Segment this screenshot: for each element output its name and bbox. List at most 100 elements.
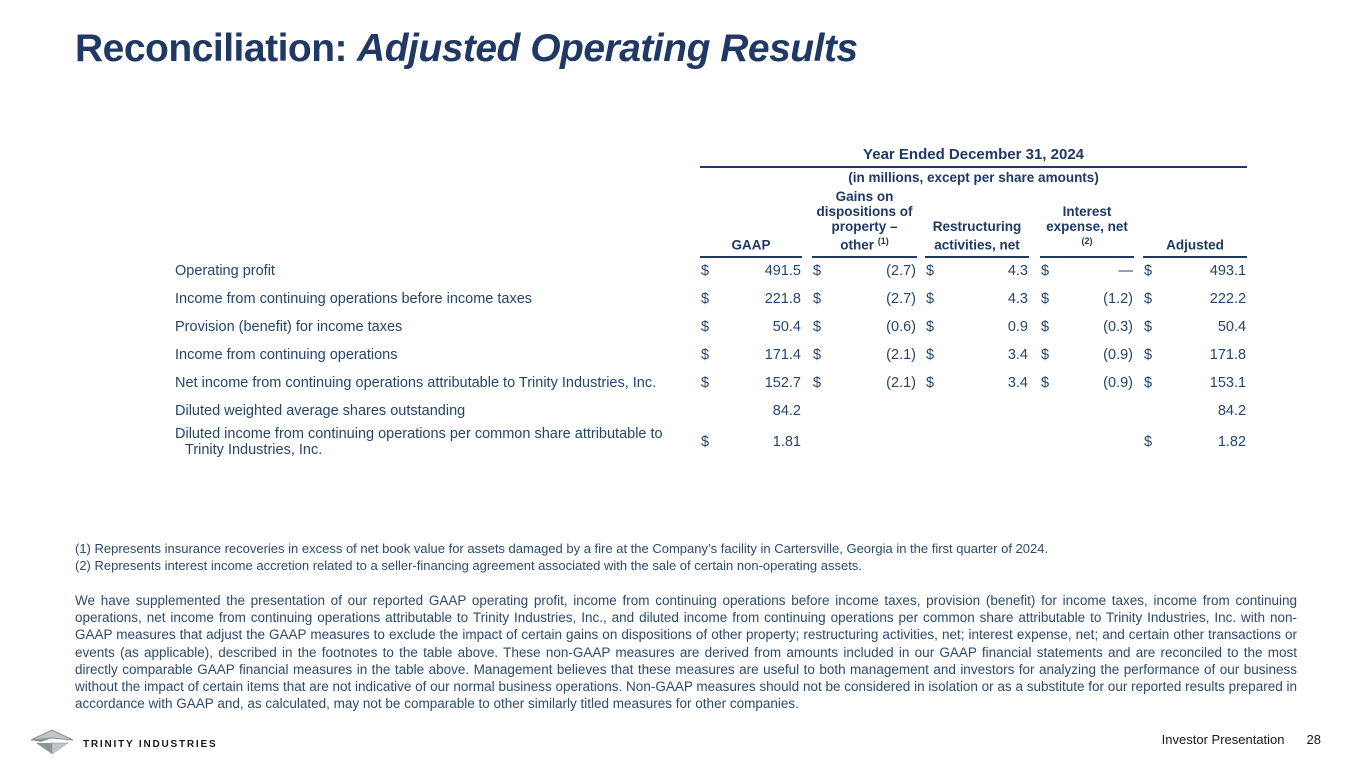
table-row: Diluted weighted average shares outstand… (175, 397, 1247, 425)
cell-currency: $ (1041, 290, 1050, 307)
table-row: Income from continuing operations $171.4 $… (175, 341, 1247, 369)
column-spacer (917, 285, 925, 313)
cell-value: 0.9 (1007, 318, 1028, 335)
cell-currency: $ (1041, 346, 1050, 363)
column-header-gaap: GAAP (700, 188, 802, 258)
cell-value (828, 425, 917, 459)
cell-value: (1.2) (1103, 290, 1133, 307)
non-gaap-disclosure-paragraph: We have supplemented the presentation of… (75, 593, 1297, 712)
column-header-label: GAAP (731, 237, 771, 253)
cell-currency (925, 425, 941, 459)
units-note: (in millions, except per share amounts) (848, 170, 1099, 185)
column-spacer (1029, 313, 1040, 341)
cell-currency (700, 397, 716, 425)
cell-currency: $ (926, 346, 935, 363)
header-spacer (175, 167, 700, 188)
cell-value: (0.6) (886, 318, 916, 335)
trinity-logo-text: TRINITY INDUSTRIES (83, 739, 218, 750)
column-spacer (1029, 397, 1040, 425)
cell-value (941, 425, 1029, 459)
column-spacer (1134, 425, 1143, 459)
cell-currency: $ (813, 263, 822, 279)
cell-value: 3.4 (1007, 374, 1028, 391)
column-header-label: Adjusted (1166, 237, 1224, 253)
page-number: 28 (1306, 732, 1321, 747)
column-spacer (802, 369, 812, 397)
footnote-2: (2) Represents interest income accretion… (75, 558, 862, 573)
cell-currency: $ (1041, 263, 1050, 279)
units-note-row: (in millions, except per share amounts) (175, 167, 1247, 188)
cell-value: (2.1) (886, 346, 916, 363)
cell-currency: $ (701, 290, 710, 307)
cell-value: (0.9) (1103, 374, 1133, 391)
column-spacer (917, 425, 925, 459)
row-label: Diluted income from continuing operation… (175, 425, 663, 458)
title-emphasis: Adjusted Operating Results (357, 27, 858, 70)
column-header-interest: Interest expense, net (2) (1040, 188, 1134, 258)
cell-currency: $ (813, 290, 822, 307)
column-header-gains: Gains on dispositions of property – othe… (812, 188, 917, 258)
cell-value (1056, 425, 1134, 459)
column-header-label: Interest expense, net (1046, 204, 1128, 234)
cell-value: 221.8 (764, 290, 801, 307)
cell-value: (2.1) (886, 374, 916, 391)
cell-value: 171.4 (764, 346, 801, 363)
column-spacer (1029, 369, 1040, 397)
row-label: Provision (benefit) for income taxes (175, 318, 403, 335)
cell-currency: $ (1144, 263, 1153, 279)
column-header-label: Restructuring activities, net (932, 219, 1022, 253)
column-spacer (1134, 285, 1143, 313)
table-row: Provision (benefit) for income taxes $50.… (175, 313, 1247, 341)
cell-value: 1.81 (772, 433, 801, 450)
cell-value: 4.3 (1007, 290, 1028, 307)
cell-value: 493.1 (1209, 263, 1247, 279)
footnote-1: (1) Represents insurance recoveries in e… (75, 541, 1049, 556)
column-spacer (802, 341, 812, 369)
cell-currency (1040, 425, 1056, 459)
column-spacer (917, 257, 925, 285)
footnote-marker: (2) (1081, 236, 1093, 246)
cell-currency: $ (1041, 318, 1050, 335)
cell-currency: $ (701, 374, 710, 391)
cell-currency: $ (926, 318, 935, 335)
column-spacer (1134, 369, 1143, 397)
cell-currency: $ (701, 433, 710, 450)
cell-currency: $ (926, 290, 935, 307)
cell-currency: $ (1144, 433, 1153, 450)
column-spacer (1134, 397, 1143, 425)
cell-currency: $ (701, 346, 710, 363)
table-body: Operating profit $491.5 $ (2.7) $4.3 $ — $493.1… (175, 257, 1247, 459)
column-spacer (802, 285, 812, 313)
cell-value (828, 397, 917, 425)
cell-value: 152.7 (764, 374, 801, 391)
footnote-marker: (1) (877, 236, 889, 246)
cell-currency: $ (813, 346, 822, 363)
cell-currency (1143, 397, 1159, 425)
footer-logo: TRINITY INDUSTRIES (30, 729, 217, 760)
cell-value: 171.8 (1209, 346, 1247, 363)
column-spacer (1134, 188, 1143, 257)
column-spacer (917, 188, 925, 257)
column-spacer (1134, 313, 1143, 341)
cell-currency: $ (926, 263, 935, 279)
column-spacer (917, 313, 925, 341)
cell-currency: $ (1144, 290, 1153, 307)
column-spacer (917, 397, 925, 425)
row-label: Income from continuing operations before… (175, 290, 533, 307)
cell-value: 4.3 (1007, 263, 1028, 279)
cell-value: (0.9) (1103, 346, 1133, 363)
column-spacer (1134, 341, 1143, 369)
cell-value: 222.2 (1209, 290, 1247, 307)
column-header-adjusted: Adjusted (1143, 188, 1248, 258)
column-spacer (802, 257, 812, 285)
column-header-row: GAAP Gains on dispositions of property –… (175, 188, 1248, 258)
column-spacer (1029, 285, 1040, 313)
footer-presentation-label: Investor Presentation (1161, 732, 1285, 747)
column-spacer (802, 188, 812, 257)
row-label: Diluted weighted average shares outstand… (175, 402, 466, 419)
column-header-restructuring: Restructuring activities, net (925, 188, 1029, 258)
footer-right: Investor Presentation 28 (1162, 732, 1321, 747)
column-spacer (1029, 425, 1040, 459)
row-label: Income from continuing operations (175, 346, 398, 363)
cell-currency: $ (926, 374, 935, 391)
